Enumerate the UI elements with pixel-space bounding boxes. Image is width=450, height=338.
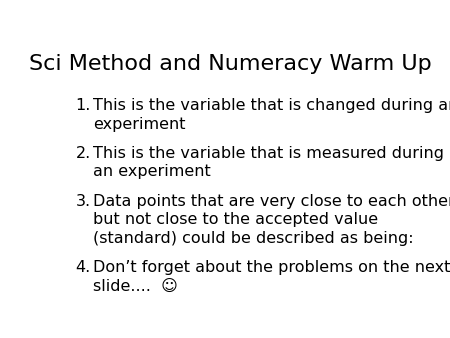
Text: 4.: 4. xyxy=(76,260,91,275)
Text: experiment: experiment xyxy=(93,117,185,131)
Text: 3.: 3. xyxy=(76,194,90,209)
Text: Don’t forget about the problems on the next: Don’t forget about the problems on the n… xyxy=(93,260,450,275)
Text: Sci Method and Numeracy Warm Up: Sci Method and Numeracy Warm Up xyxy=(29,54,432,74)
Text: Data points that are very close to each other,: Data points that are very close to each … xyxy=(93,194,450,209)
Text: 2.: 2. xyxy=(76,146,91,161)
Text: This is the variable that is changed during an: This is the variable that is changed dur… xyxy=(93,98,450,113)
Text: 1.: 1. xyxy=(76,98,91,113)
Text: This is the variable that is measured during: This is the variable that is measured du… xyxy=(93,146,444,161)
Text: slide....  ☺: slide.... ☺ xyxy=(93,279,178,294)
Text: an experiment: an experiment xyxy=(93,165,211,179)
Text: but not close to the accepted value: but not close to the accepted value xyxy=(93,212,378,227)
Text: (standard) could be described as being:: (standard) could be described as being: xyxy=(93,231,414,246)
